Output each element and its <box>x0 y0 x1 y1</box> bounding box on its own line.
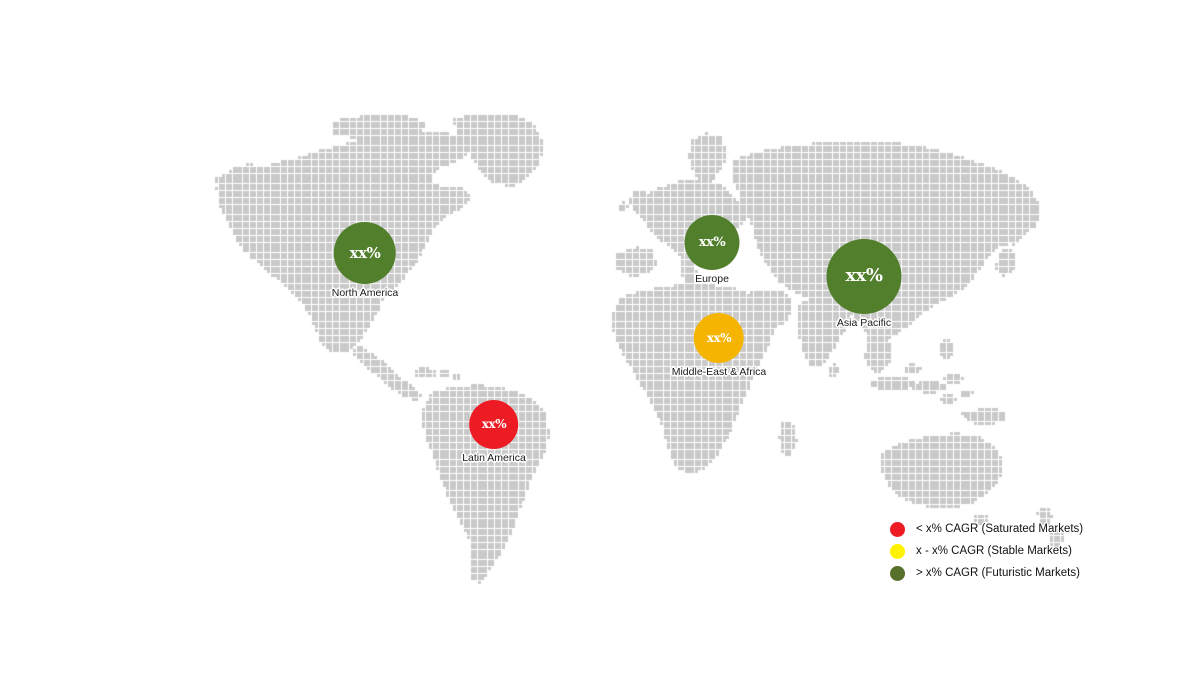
bubble-label-latin-america: Latin America <box>462 451 526 464</box>
region-bubble-north-america[interactable]: xx% North America <box>331 222 399 299</box>
bubble-value-north-america: xx% <box>349 243 381 262</box>
legend-label-saturated: < x% CAGR (Saturated Markets) <box>916 523 1084 535</box>
legend-label-stable: x - x% CAGR (Stable Markets) <box>916 545 1072 557</box>
legend: < x% CAGR (Saturated Markets) x - x% CAGR… <box>890 518 1083 584</box>
region-bubble-middle-east-africa[interactable]: xx% Middle-East & Africa <box>671 313 767 378</box>
region-bubble-latin-america[interactable]: xx% Latin America <box>462 399 526 464</box>
bubble-circle-north-america[interactable]: xx% <box>334 222 396 284</box>
legend-swatch-futuristic-icon <box>890 565 905 581</box>
legend-swatch-stable-icon <box>890 543 905 559</box>
bubble-circle-middle-east-africa[interactable]: xx% <box>693 313 744 363</box>
legend-item-futuristic: > x% CAGR (Futuristic Markets) <box>890 562 1083 584</box>
bubble-label-europe: Europe <box>695 272 729 285</box>
bubble-value-europe: xx% <box>698 234 726 250</box>
region-bubble-europe[interactable]: xx% Europe <box>684 214 740 285</box>
bubble-value-asia-pacific: xx% <box>845 265 883 286</box>
bubble-circle-latin-america[interactable]: xx% <box>469 399 519 449</box>
bubble-value-middle-east-africa: xx% <box>706 331 732 345</box>
legend-item-saturated: < x% CAGR (Saturated Markets) <box>890 518 1083 540</box>
bubble-label-asia-pacific: Asia Pacific <box>836 316 892 329</box>
region-bubble-asia-pacific[interactable]: xx% Asia Pacific <box>826 238 902 329</box>
legend-item-stable: x - x% CAGR (Stable Markets) <box>890 540 1083 562</box>
legend-label-futuristic: > x% CAGR (Futuristic Markets) <box>916 567 1080 579</box>
bubble-circle-europe[interactable]: xx% <box>684 214 740 270</box>
legend-swatch-saturated-icon <box>890 521 905 537</box>
bubble-label-middle-east-africa: Middle-East & Africa <box>671 366 767 378</box>
bubble-circle-asia-pacific[interactable]: xx% <box>826 238 902 314</box>
bubble-value-latin-america: xx% <box>481 417 507 431</box>
bubble-label-north-america: North America <box>331 287 399 299</box>
